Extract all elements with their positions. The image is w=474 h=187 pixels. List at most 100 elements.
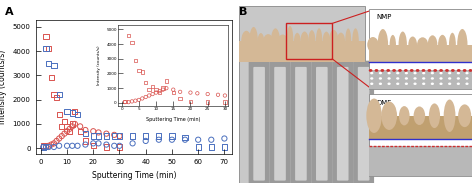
Point xyxy=(47,143,55,146)
Point xyxy=(68,144,76,147)
FancyBboxPatch shape xyxy=(239,41,365,62)
Ellipse shape xyxy=(444,99,456,132)
Circle shape xyxy=(448,72,451,74)
Point xyxy=(82,143,89,146)
Circle shape xyxy=(431,82,434,85)
Ellipse shape xyxy=(417,37,428,52)
Ellipse shape xyxy=(366,99,382,133)
Point xyxy=(45,144,53,147)
Circle shape xyxy=(370,82,374,85)
Circle shape xyxy=(431,77,434,80)
Circle shape xyxy=(413,72,417,74)
Point xyxy=(63,125,71,128)
Ellipse shape xyxy=(329,30,338,52)
Ellipse shape xyxy=(381,102,397,130)
Circle shape xyxy=(379,72,382,74)
Point xyxy=(47,76,55,79)
Point xyxy=(155,138,163,141)
Circle shape xyxy=(413,77,417,80)
Point xyxy=(220,145,228,148)
Point xyxy=(50,93,58,96)
Point xyxy=(74,113,82,116)
Ellipse shape xyxy=(414,106,425,125)
Point xyxy=(168,135,176,138)
Point xyxy=(102,135,110,138)
Ellipse shape xyxy=(258,33,264,49)
Circle shape xyxy=(381,69,384,72)
Point xyxy=(66,130,73,133)
Point xyxy=(58,125,65,128)
Text: DMF: DMF xyxy=(376,100,392,106)
Ellipse shape xyxy=(367,37,379,52)
FancyBboxPatch shape xyxy=(369,45,472,62)
Circle shape xyxy=(405,77,408,80)
Circle shape xyxy=(404,69,408,72)
Circle shape xyxy=(370,72,374,74)
FancyBboxPatch shape xyxy=(311,61,332,185)
Ellipse shape xyxy=(429,103,440,128)
Circle shape xyxy=(396,77,400,80)
FancyBboxPatch shape xyxy=(369,70,472,89)
Ellipse shape xyxy=(316,28,322,54)
FancyBboxPatch shape xyxy=(253,67,265,181)
Point xyxy=(68,111,76,114)
Ellipse shape xyxy=(390,35,396,54)
Point xyxy=(61,132,68,135)
Point xyxy=(58,135,65,138)
Point xyxy=(71,110,79,113)
Point xyxy=(71,122,79,125)
Circle shape xyxy=(439,69,443,72)
FancyBboxPatch shape xyxy=(316,67,328,181)
Point xyxy=(116,145,123,148)
Point xyxy=(40,145,47,148)
Circle shape xyxy=(431,72,434,74)
Point xyxy=(155,135,163,138)
Point xyxy=(68,122,76,125)
Point xyxy=(40,144,47,147)
Point xyxy=(208,138,215,141)
Ellipse shape xyxy=(308,30,315,52)
Point xyxy=(42,35,50,38)
Point xyxy=(63,130,71,133)
Ellipse shape xyxy=(271,28,280,54)
Circle shape xyxy=(387,77,391,80)
FancyBboxPatch shape xyxy=(274,67,286,181)
Circle shape xyxy=(398,69,402,72)
Point xyxy=(82,132,89,135)
Point xyxy=(42,47,50,50)
Point xyxy=(116,135,123,138)
Point xyxy=(194,145,202,148)
Point xyxy=(95,131,102,134)
Point xyxy=(55,113,63,116)
FancyBboxPatch shape xyxy=(358,67,369,181)
Ellipse shape xyxy=(438,35,447,55)
Circle shape xyxy=(465,72,469,74)
Circle shape xyxy=(416,69,419,72)
Point xyxy=(90,130,97,133)
Circle shape xyxy=(421,69,425,72)
Ellipse shape xyxy=(449,33,456,57)
Circle shape xyxy=(439,72,443,74)
Circle shape xyxy=(405,72,408,74)
Point xyxy=(90,144,97,147)
Ellipse shape xyxy=(278,35,288,48)
Point xyxy=(50,142,58,145)
Circle shape xyxy=(387,82,391,85)
Circle shape xyxy=(457,82,460,85)
Point xyxy=(82,140,89,142)
Circle shape xyxy=(387,72,391,74)
Ellipse shape xyxy=(408,36,417,53)
Circle shape xyxy=(465,82,469,85)
X-axis label: Sputtering Time (min): Sputtering Time (min) xyxy=(91,171,176,180)
Point xyxy=(74,144,82,147)
Circle shape xyxy=(396,82,400,85)
Circle shape xyxy=(469,69,472,72)
Point xyxy=(181,138,189,141)
Ellipse shape xyxy=(337,33,345,50)
Circle shape xyxy=(386,69,390,72)
Circle shape xyxy=(396,72,400,74)
Point xyxy=(76,125,84,128)
Point xyxy=(181,136,189,139)
Point xyxy=(66,127,73,130)
Ellipse shape xyxy=(241,31,251,52)
